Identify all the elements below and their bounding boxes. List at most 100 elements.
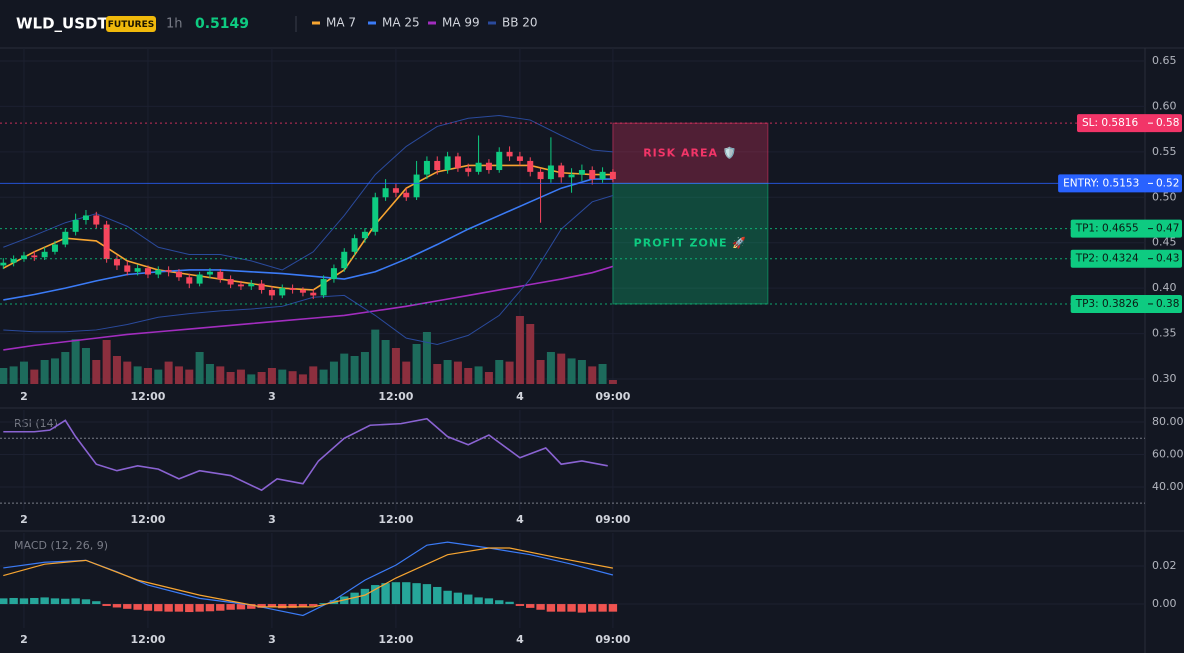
histogram-bar: [92, 601, 101, 605]
candle-body: [196, 274, 203, 284]
candle-body: [20, 255, 27, 260]
candle-body: [124, 265, 131, 272]
level-label: TP3: 0.3826: [1075, 298, 1139, 310]
x-tick-label: 4: [516, 633, 524, 646]
volume-bar: [474, 366, 483, 384]
volume-bar: [19, 361, 28, 384]
histogram-bar: [288, 604, 297, 608]
volume-bar: [195, 352, 204, 384]
volume-bar: [61, 352, 70, 384]
level-label: ENTRY: 0.5153: [1063, 177, 1139, 189]
volume-bar: [164, 361, 173, 384]
x-tick-label: 12:00: [378, 633, 413, 646]
x-tick-label: 12:00: [378, 513, 413, 526]
volume-bar: [402, 361, 411, 384]
level-tag: [1070, 249, 1182, 268]
histogram-bar: [422, 584, 432, 605]
candle-body: [330, 268, 337, 280]
volume-bar: [371, 329, 380, 384]
histogram-bar: [515, 604, 525, 606]
histogram-bar: [30, 597, 39, 605]
volume-bar: [608, 380, 617, 384]
histogram-bar: [236, 604, 246, 610]
volume-bar: [526, 324, 535, 384]
candle-body: [113, 259, 120, 266]
histogram-bar: [143, 604, 153, 611]
volume-bar: [546, 352, 555, 384]
volume-bar: [360, 352, 369, 384]
histogram-bar: [505, 601, 514, 605]
indicator-line: [3, 265, 614, 351]
y-tick-label: 0.55: [1152, 145, 1177, 158]
candle-body: [103, 224, 110, 260]
candle-body: [144, 268, 151, 275]
histogram-bar: [123, 604, 132, 609]
candle-body: [609, 171, 616, 180]
histogram-bar: [71, 598, 80, 605]
histogram-bar: [443, 590, 452, 605]
volume-bar: [298, 374, 307, 384]
candle-body: [506, 151, 513, 157]
histogram-bar: [319, 603, 328, 605]
histogram-bar: [50, 598, 60, 605]
candle-body: [320, 279, 327, 296]
zone-label: PROFIT ZONE 🚀: [634, 237, 747, 250]
macd-title: MACD (12, 26, 9): [14, 539, 108, 552]
volume-bar: [267, 368, 276, 384]
histogram-bar: [102, 604, 111, 606]
legend-label: BB 20: [502, 16, 538, 30]
candle-body: [537, 171, 544, 180]
volume-bar: [278, 369, 287, 384]
x-tick-label: 12:00: [378, 390, 413, 403]
candle-body: [465, 168, 472, 172]
volume-bar: [329, 361, 338, 384]
last-price: 0.5149: [195, 16, 249, 32]
volume-bar: [0, 368, 8, 384]
histogram-bar: [433, 586, 442, 605]
volume-bar: [412, 344, 421, 384]
y-tick-label: 40.00: [1152, 480, 1184, 493]
candle-body: [341, 251, 348, 269]
candle-body: [10, 259, 17, 263]
histogram-bar: [81, 599, 91, 605]
volume-bar: [567, 358, 576, 384]
volume-bar: [464, 368, 473, 384]
candle-body: [93, 215, 100, 225]
histogram-bar: [195, 604, 204, 612]
volume-bar: [133, 366, 142, 384]
histogram-bar: [0, 598, 8, 605]
volume-bar: [30, 369, 39, 384]
candle-body: [558, 165, 565, 178]
candle-body: [0, 262, 7, 266]
candle-body: [361, 231, 368, 239]
x-tick-label: 3: [268, 390, 276, 403]
legend-label: MA 25: [382, 16, 420, 30]
candle-body: [372, 197, 379, 232]
x-tick-label: 09:00: [595, 633, 630, 646]
histogram-bar: [567, 604, 576, 612]
candle-body: [248, 283, 255, 287]
candle-body: [165, 269, 172, 272]
volume-bar: [216, 366, 225, 384]
histogram-bar: [495, 600, 504, 605]
zone-label: RISK AREA 🛡️: [643, 146, 737, 159]
candle-body: [382, 188, 389, 198]
legend-label: MA 7: [326, 16, 356, 30]
volume-bar: [340, 353, 349, 384]
candle-body: [217, 271, 224, 280]
x-tick-label: 12:00: [130, 390, 165, 403]
candle-body: [289, 288, 296, 290]
histogram-bar: [174, 604, 184, 612]
candle-body: [206, 271, 213, 275]
candle-body: [72, 219, 79, 232]
level-tag: [1058, 174, 1182, 193]
histogram-bar: [185, 604, 194, 613]
y-tick-label: 0.40: [1152, 281, 1177, 294]
level-value: 0.43: [1156, 253, 1179, 265]
histogram-bar: [402, 582, 411, 605]
candle-body: [413, 174, 420, 198]
volume-bar: [226, 372, 235, 384]
histogram-bar: [267, 604, 277, 608]
candle-body: [279, 288, 286, 296]
